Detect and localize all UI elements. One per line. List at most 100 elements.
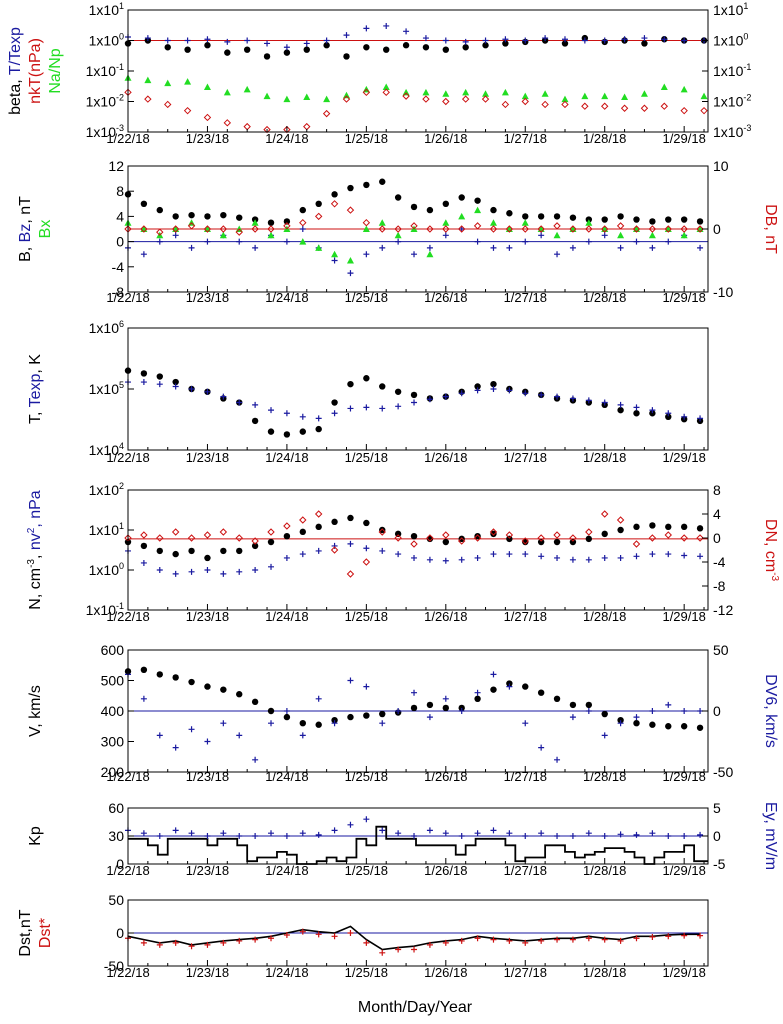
data-point bbox=[442, 37, 449, 44]
data-point bbox=[482, 90, 490, 97]
data-point bbox=[490, 206, 497, 214]
x-tick-label: 1/25/18 bbox=[345, 769, 388, 784]
data-point bbox=[538, 830, 545, 837]
data-point bbox=[299, 428, 306, 435]
data-point bbox=[268, 407, 275, 414]
data-point bbox=[601, 710, 608, 718]
data-point bbox=[632, 540, 641, 548]
data-point bbox=[585, 225, 593, 233]
data-point bbox=[585, 708, 592, 714]
data-point bbox=[522, 939, 529, 946]
data-point bbox=[323, 95, 331, 103]
y-tick-label: 1x101 bbox=[713, 1, 748, 18]
series bbox=[125, 671, 704, 763]
data-point bbox=[681, 37, 688, 44]
right-axis: 10 0 -10 bbox=[702, 158, 733, 300]
data-point bbox=[537, 689, 545, 696]
data-point bbox=[649, 407, 656, 414]
data-point bbox=[347, 270, 354, 277]
series bbox=[128, 825, 708, 865]
data-point bbox=[204, 941, 211, 948]
data-point bbox=[188, 244, 195, 251]
data-point bbox=[680, 216, 688, 223]
data-point bbox=[362, 558, 371, 566]
data-point bbox=[633, 410, 640, 417]
data-point bbox=[395, 403, 402, 410]
y-tick-label: 12 bbox=[108, 158, 124, 174]
x-tick-label: 1/26/18 bbox=[424, 863, 467, 878]
data-point bbox=[426, 225, 434, 233]
plot-frame bbox=[127, 489, 709, 611]
data-point bbox=[522, 720, 529, 727]
data-point bbox=[632, 225, 641, 233]
data-point bbox=[379, 383, 386, 390]
data-point bbox=[489, 528, 498, 536]
x-axis: 1/22/18 1/23/18 1/24/18 1/25/18 1/26/18 1/27/… bbox=[106, 126, 706, 146]
data-point bbox=[268, 935, 275, 942]
data-point bbox=[363, 251, 370, 258]
data-point bbox=[569, 714, 576, 721]
x-axis: 1/22/18 1/23/18 1/24/18 1/25/18 1/26/18 1/27/… bbox=[106, 858, 706, 878]
data-point bbox=[553, 222, 561, 230]
data-point bbox=[411, 689, 418, 696]
data-point bbox=[585, 219, 593, 226]
data-point bbox=[538, 937, 545, 944]
data-point bbox=[251, 698, 259, 706]
data-point bbox=[188, 386, 195, 392]
x-tick-label: 1/28/18 bbox=[583, 863, 626, 878]
x-tick-label: 1/26/18 bbox=[424, 290, 467, 305]
series bbox=[125, 379, 704, 422]
data-point bbox=[267, 219, 275, 226]
data-point bbox=[617, 716, 624, 724]
data-point bbox=[458, 708, 465, 714]
x-tick-label: 1/26/18 bbox=[424, 769, 467, 784]
data-point bbox=[442, 90, 450, 97]
data-point bbox=[156, 833, 163, 839]
data-point bbox=[342, 95, 351, 103]
data-point bbox=[267, 707, 275, 715]
data-point bbox=[331, 827, 338, 834]
data-point bbox=[220, 686, 227, 693]
data-point bbox=[140, 370, 148, 377]
data-point bbox=[347, 821, 354, 828]
x-tick-label: 1/27/18 bbox=[504, 131, 547, 146]
data-point bbox=[474, 383, 481, 390]
series bbox=[124, 666, 704, 731]
data-point bbox=[268, 720, 275, 727]
data-point bbox=[410, 391, 418, 399]
data-point bbox=[696, 225, 704, 233]
data-point bbox=[426, 244, 433, 251]
data-point bbox=[541, 90, 549, 97]
series bbox=[125, 928, 704, 956]
data-point bbox=[482, 37, 489, 44]
data-point bbox=[561, 95, 569, 103]
data-point bbox=[649, 933, 656, 940]
x-tick-label: 1/24/18 bbox=[265, 863, 308, 878]
data-point bbox=[303, 122, 311, 131]
data-point bbox=[315, 931, 322, 938]
data-point bbox=[283, 532, 291, 540]
y-tick-label: 50 bbox=[713, 642, 729, 658]
data-point bbox=[395, 238, 402, 245]
data-point bbox=[144, 76, 152, 84]
data-point bbox=[204, 42, 211, 49]
y-tick-label: 5 bbox=[713, 800, 721, 816]
x-tick-label: 1/29/18 bbox=[662, 290, 705, 305]
data-point bbox=[394, 530, 402, 538]
data-point bbox=[457, 225, 466, 233]
data-point bbox=[617, 231, 625, 239]
data-point bbox=[402, 92, 410, 100]
data-point bbox=[299, 732, 306, 739]
x-tick-label: 1/25/18 bbox=[345, 863, 388, 878]
data-point bbox=[363, 181, 370, 189]
data-point bbox=[482, 42, 489, 49]
data-point bbox=[203, 83, 211, 90]
data-point bbox=[362, 88, 371, 97]
data-point bbox=[681, 552, 688, 559]
data-point bbox=[633, 238, 640, 245]
data-point bbox=[347, 677, 354, 684]
series bbox=[125, 22, 708, 51]
data-point bbox=[697, 932, 704, 939]
y-tick-label: 1x10-3 bbox=[86, 123, 124, 140]
panel-field: 1/22/18 1/23/18 1/24/18 1/25/18 1/26/18 1/27/… bbox=[17, 158, 779, 305]
